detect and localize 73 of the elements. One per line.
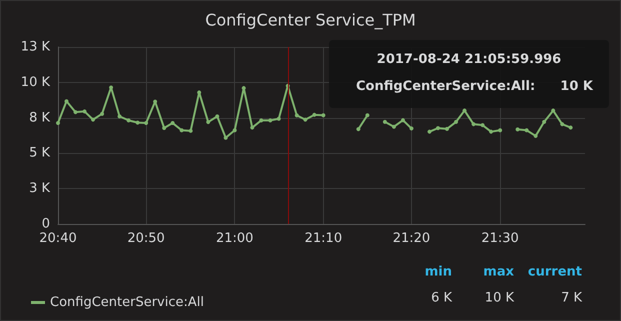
point bbox=[436, 126, 440, 130]
x-tick-label: 21:00 bbox=[216, 231, 254, 246]
chart-title: ConfigCenter Service_TPM bbox=[205, 10, 416, 30]
point bbox=[100, 112, 104, 116]
point bbox=[268, 118, 272, 122]
point bbox=[534, 134, 538, 138]
point bbox=[462, 108, 467, 113]
x-tick-label: 21:20 bbox=[392, 231, 430, 246]
point bbox=[232, 128, 237, 132]
point bbox=[321, 113, 326, 118]
point bbox=[400, 118, 405, 122]
point bbox=[392, 124, 396, 129]
point bbox=[224, 136, 228, 140]
point bbox=[489, 130, 494, 134]
annotation: 10 K bbox=[560, 79, 593, 94]
annotation: 2017-08-24 21:05:59.996 bbox=[376, 52, 562, 67]
legend-label: ConfigCenterService:All bbox=[50, 295, 204, 310]
point bbox=[294, 113, 299, 118]
point bbox=[516, 127, 520, 132]
point bbox=[365, 113, 370, 118]
point bbox=[472, 122, 476, 126]
point bbox=[454, 120, 458, 124]
point bbox=[74, 110, 78, 114]
point bbox=[118, 114, 122, 118]
point bbox=[82, 109, 87, 114]
point bbox=[524, 128, 529, 132]
point bbox=[136, 120, 140, 125]
point bbox=[480, 123, 485, 128]
point bbox=[560, 122, 564, 126]
point bbox=[259, 118, 264, 122]
x-tick-label: 21:10 bbox=[304, 231, 342, 246]
text: max bbox=[483, 264, 515, 280]
y-tick-label: 3 K bbox=[29, 181, 50, 196]
point bbox=[276, 116, 281, 121]
point bbox=[56, 121, 60, 126]
point bbox=[197, 90, 202, 94]
point bbox=[170, 121, 175, 126]
point bbox=[445, 126, 450, 131]
annotation: ConfigCenterService:All: bbox=[356, 79, 536, 94]
text: min bbox=[424, 264, 452, 280]
point bbox=[206, 120, 210, 124]
tooltip-panel: 2017-08-24 21:05:59.996 ConfigCenterService:All: 10 K bbox=[329, 40, 609, 108]
point bbox=[162, 126, 166, 130]
point bbox=[188, 128, 193, 133]
x-tick-label: 21:30 bbox=[481, 231, 519, 246]
y-tick-label: 5 K bbox=[29, 146, 50, 161]
point bbox=[498, 128, 502, 132]
x-tick-label: 20:50 bbox=[127, 231, 165, 246]
point bbox=[551, 108, 556, 113]
point bbox=[91, 118, 96, 122]
point bbox=[180, 128, 184, 132]
point bbox=[542, 120, 546, 124]
y-tick-label: 0 bbox=[42, 216, 50, 232]
point bbox=[409, 126, 414, 130]
point bbox=[215, 114, 220, 118]
text: 10 K bbox=[484, 290, 514, 306]
text: 7 K bbox=[561, 290, 582, 306]
point bbox=[126, 118, 131, 122]
y-tick-label: 8 K bbox=[29, 110, 50, 126]
point bbox=[250, 126, 254, 130]
point bbox=[312, 112, 316, 117]
point bbox=[356, 127, 360, 132]
point bbox=[303, 118, 308, 122]
y-tick-label: 10 K bbox=[20, 74, 50, 90]
point bbox=[144, 121, 148, 126]
text: current bbox=[528, 264, 582, 280]
point bbox=[428, 130, 432, 134]
text: 6 K bbox=[431, 290, 452, 306]
x-tick-label: 20:40 bbox=[39, 231, 77, 246]
point bbox=[568, 126, 573, 130]
y-tick-label: 13 K bbox=[20, 40, 50, 54]
point bbox=[109, 86, 114, 90]
point bbox=[382, 120, 387, 124]
